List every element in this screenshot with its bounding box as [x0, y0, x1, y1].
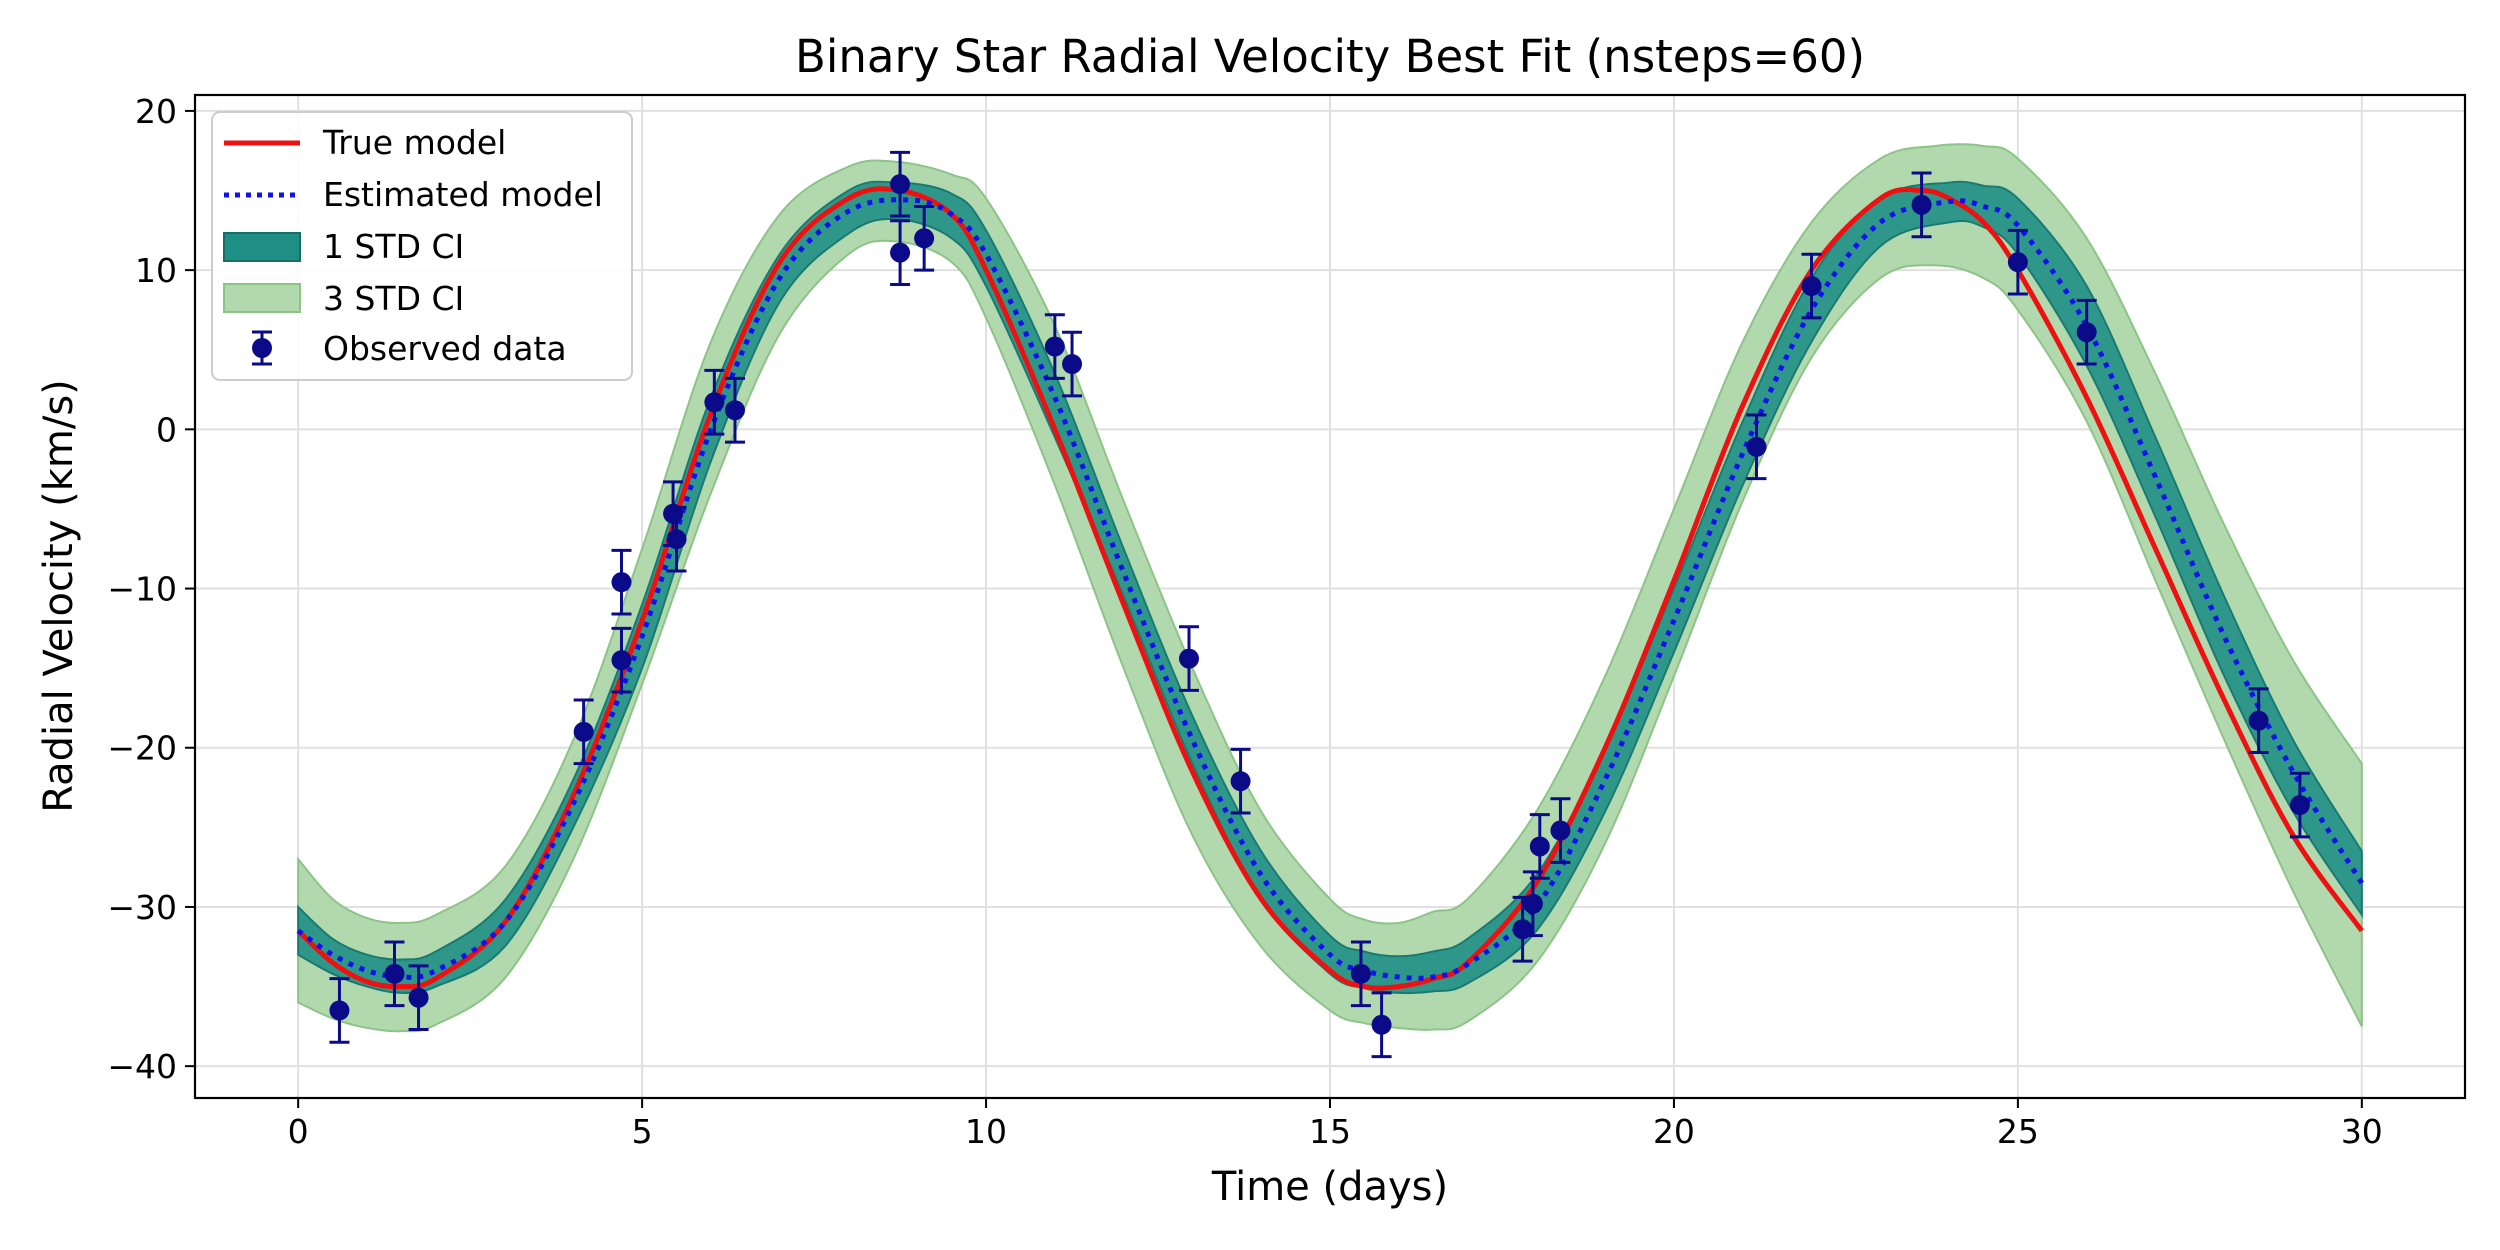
- y-tick-label-1: −30: [107, 888, 177, 927]
- x-axis-label: Time (days): [1211, 1164, 1448, 1210]
- x-tick-label-2: 10: [965, 1112, 1007, 1151]
- y-tick-label-6: 20: [135, 92, 177, 131]
- observed-point-18: [1371, 991, 1392, 1059]
- observed-point-5: [611, 626, 632, 694]
- observed-point-25: [1911, 171, 1932, 239]
- x-tick-label-3: 15: [1309, 1112, 1351, 1151]
- data-marker: [1801, 276, 1822, 297]
- data-marker: [2076, 322, 2097, 343]
- legend-box: [211, 111, 633, 381]
- observed-point-9: [724, 376, 745, 444]
- observed-point-14: [1062, 330, 1083, 398]
- data-marker: [329, 1000, 350, 1021]
- x-tick-label-4: 20: [1653, 1112, 1695, 1151]
- observed-point-3: [573, 698, 594, 766]
- data-marker: [1522, 893, 1543, 914]
- observed-point-27: [2076, 298, 2097, 366]
- y-tick-label-5: 10: [135, 251, 177, 290]
- y-axis-label: Radial Velocity (km/s): [36, 379, 82, 813]
- y-tick-label-0: −40: [107, 1047, 177, 1086]
- x-tick-label-5: 25: [1997, 1112, 2039, 1151]
- data-marker: [1230, 771, 1251, 792]
- data-marker: [666, 529, 687, 550]
- legend: True model Estimated model 1 STD CI 3 ST…: [211, 111, 633, 381]
- legend-label-observed-data: Observed data: [323, 329, 567, 368]
- observed-point-13: [1044, 313, 1065, 380]
- x-tick-label-0: 0: [288, 1112, 309, 1151]
- observed-point-7: [666, 505, 687, 573]
- confidence-bands: [297, 143, 2363, 1033]
- legend-label-estimated-model: Estimated model: [323, 175, 603, 214]
- x-tick-label-1: 5: [632, 1112, 653, 1151]
- observed-point-17: [1350, 940, 1371, 1008]
- observed-point-2: [408, 964, 429, 1032]
- data-marker: [1911, 194, 1932, 215]
- data-marker: [573, 721, 594, 742]
- observed-point-29: [2289, 771, 2310, 839]
- observed-point-16: [1230, 747, 1251, 815]
- observed-point-24: [1801, 252, 1822, 320]
- observed-point-11: [890, 219, 911, 286]
- axis-ticks: 0 5 10 15 20 25 30 −40 −30 −20 −10 0 10 20: [107, 92, 2382, 1151]
- legend-label-true-model: True model: [322, 123, 506, 162]
- data-marker: [1178, 648, 1199, 669]
- data-marker: [890, 242, 911, 263]
- data-marker: [1062, 354, 1083, 375]
- data-marker: [704, 392, 725, 413]
- legend-3std-swatch: [223, 283, 301, 313]
- observed-data-points: [329, 150, 2310, 1059]
- observed-point-22: [1550, 797, 1571, 864]
- observed-point-8: [704, 368, 725, 436]
- data-marker: [408, 987, 429, 1008]
- band-1std-ci: [297, 180, 2363, 995]
- data-marker: [890, 174, 911, 195]
- x-tick-label-6: 30: [2341, 1112, 2383, 1151]
- chart-title: Binary Star Radial Velocity Best Fit (ns…: [795, 30, 1865, 83]
- data-marker: [2248, 710, 2269, 731]
- data-marker: [384, 963, 405, 984]
- data-marker: [611, 572, 632, 593]
- observed-point-26: [2007, 228, 2028, 296]
- data-marker: [724, 400, 745, 421]
- legend-label-1std: 1 STD CI: [323, 227, 464, 266]
- legend-label-3std: 3 STD CI: [323, 279, 464, 318]
- observed-point-1: [384, 940, 405, 1008]
- estimated-model-line: [296, 197, 2364, 981]
- observed-point-12: [914, 204, 935, 272]
- legend-observed-data-swatch: [252, 330, 272, 366]
- y-tick-label-2: −20: [107, 729, 177, 768]
- data-marker: [1746, 436, 1767, 457]
- legend-1std-swatch: [223, 232, 301, 262]
- data-marker: [1044, 336, 1065, 357]
- y-tick-label-3: −10: [107, 570, 177, 609]
- observed-point-4: [611, 548, 632, 616]
- observed-point-21: [1529, 813, 1550, 880]
- data-marker: [1350, 963, 1371, 984]
- data-marker: [611, 650, 632, 671]
- observed-point-23: [1746, 413, 1767, 481]
- data-marker: [1529, 836, 1550, 857]
- data-marker: [1550, 820, 1571, 841]
- data-marker: [914, 228, 935, 249]
- data-marker: [1371, 1014, 1392, 1035]
- observed-point-10: [890, 150, 911, 218]
- data-marker: [2289, 795, 2310, 816]
- observed-point-28: [2248, 687, 2269, 755]
- observed-point-0: [329, 977, 350, 1044]
- data-marker: [2007, 252, 2028, 273]
- y-tick-label-4: 0: [156, 410, 177, 449]
- observed-point-15: [1178, 625, 1199, 692]
